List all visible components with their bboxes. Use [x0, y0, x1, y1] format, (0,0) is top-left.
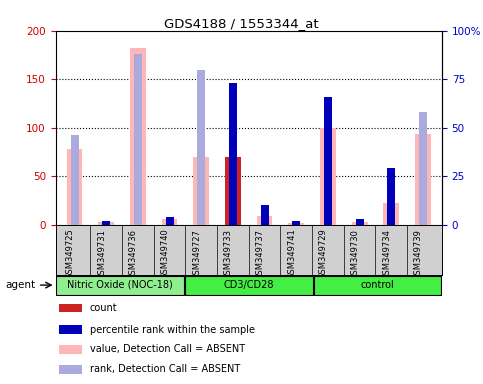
Bar: [102, 221, 110, 225]
Bar: [419, 112, 427, 225]
Bar: [415, 134, 431, 225]
Bar: [59, 345, 82, 354]
Text: GSM349729: GSM349729: [319, 228, 328, 280]
Text: control: control: [361, 280, 395, 290]
Bar: [197, 70, 205, 225]
Text: rank, Detection Call = ABSENT: rank, Detection Call = ABSENT: [90, 364, 240, 374]
Bar: [229, 83, 237, 225]
Bar: [162, 219, 177, 225]
Text: GSM349733: GSM349733: [224, 228, 233, 280]
Bar: [320, 128, 336, 225]
Text: Nitric Oxide (NOC-18): Nitric Oxide (NOC-18): [67, 280, 173, 290]
Text: count: count: [90, 303, 117, 313]
Bar: [225, 157, 241, 225]
Bar: [59, 365, 82, 374]
Text: GSM349737: GSM349737: [256, 228, 265, 280]
Bar: [355, 219, 364, 225]
Bar: [288, 223, 304, 225]
Text: percentile rank within the sample: percentile rank within the sample: [90, 324, 255, 334]
Bar: [134, 54, 142, 225]
Bar: [384, 203, 399, 225]
Text: GSM349741: GSM349741: [287, 228, 296, 280]
Text: GSM349727: GSM349727: [192, 228, 201, 280]
Bar: [59, 325, 82, 334]
Bar: [166, 217, 173, 225]
FancyBboxPatch shape: [56, 276, 184, 295]
Bar: [67, 149, 83, 225]
Text: GDS4188 / 1553344_at: GDS4188 / 1553344_at: [164, 17, 319, 30]
Text: value, Detection Call = ABSENT: value, Detection Call = ABSENT: [90, 344, 245, 354]
Text: CD3/CD28: CD3/CD28: [224, 280, 274, 290]
Text: GSM349736: GSM349736: [129, 228, 138, 280]
Text: GSM349734: GSM349734: [382, 228, 391, 280]
Bar: [324, 97, 332, 225]
Bar: [292, 221, 300, 225]
Text: GSM349725: GSM349725: [66, 228, 74, 280]
Bar: [59, 304, 82, 312]
Bar: [99, 222, 114, 225]
Text: GSM349739: GSM349739: [414, 228, 423, 280]
Bar: [130, 48, 146, 225]
Bar: [256, 216, 272, 225]
Text: GSM349731: GSM349731: [97, 228, 106, 280]
Bar: [352, 222, 368, 225]
FancyBboxPatch shape: [314, 276, 441, 295]
Bar: [261, 205, 269, 225]
Text: agent: agent: [6, 280, 36, 290]
Text: GSM349730: GSM349730: [351, 228, 360, 280]
Bar: [193, 157, 209, 225]
FancyBboxPatch shape: [185, 276, 313, 295]
Text: GSM349740: GSM349740: [160, 228, 170, 280]
Bar: [71, 136, 79, 225]
Bar: [387, 169, 395, 225]
